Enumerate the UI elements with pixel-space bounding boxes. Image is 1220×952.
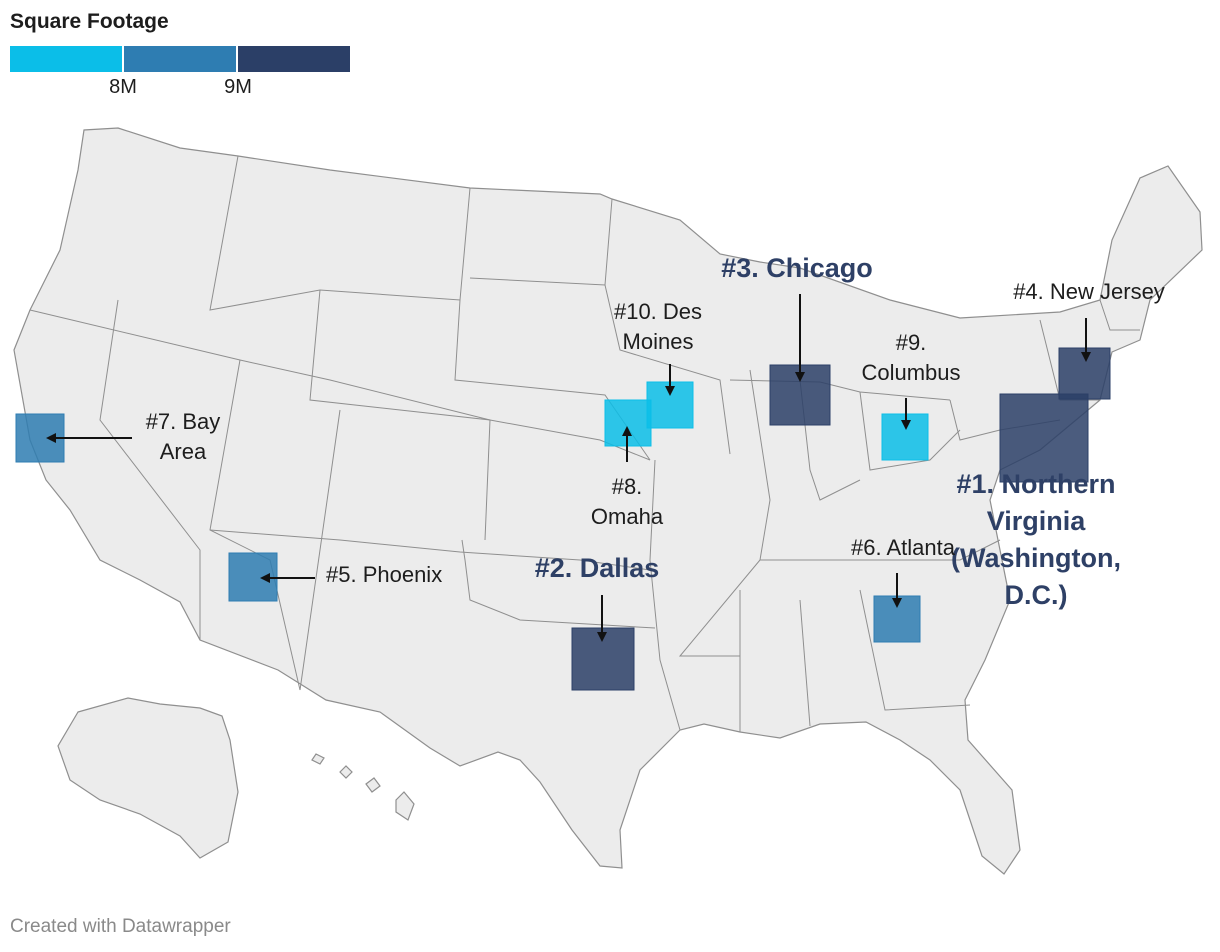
label-northern-virginia-washington-d-c: #1. Northern Virginia (Washington, D.C.) bbox=[951, 469, 1121, 610]
state-border bbox=[309, 289, 491, 541]
state-border bbox=[461, 539, 656, 629]
legend-color-scale bbox=[10, 46, 350, 72]
state-border bbox=[859, 391, 961, 471]
label-des-moines: #10. Des Moines bbox=[614, 299, 702, 354]
label-line: #10. Des bbox=[614, 299, 702, 324]
legend-swatch-high bbox=[238, 46, 350, 72]
state-border bbox=[799, 599, 811, 727]
state-border bbox=[209, 155, 471, 311]
label-chicago: #3. Chicago bbox=[721, 253, 873, 283]
state-border bbox=[99, 299, 201, 640]
label-phoenix: #5. Phoenix bbox=[326, 562, 442, 587]
label-line: Moines bbox=[623, 329, 694, 354]
contiguous-us-landmass bbox=[13, 127, 1203, 875]
label-new-jersey: #4. New Jersey bbox=[1013, 279, 1165, 304]
label-line: Area bbox=[160, 439, 207, 464]
label-columbus: #9. Columbus bbox=[861, 330, 960, 385]
label-line: (Washington, bbox=[951, 543, 1121, 573]
legend-swatch-low bbox=[10, 46, 122, 72]
legend-tick-9m: 9M bbox=[224, 76, 252, 98]
label-line: #9. bbox=[896, 330, 927, 355]
label-line: #2. Dallas bbox=[535, 553, 660, 583]
label-line: #1. Northern bbox=[956, 469, 1115, 499]
label-line: Virginia bbox=[987, 506, 1087, 536]
label-line: #8. bbox=[612, 474, 643, 499]
marker-omaha[interactable] bbox=[604, 399, 652, 447]
state-border bbox=[209, 529, 651, 571]
label-line: #4. New Jersey bbox=[1013, 279, 1165, 304]
label-bay-area: #7. Bay Area bbox=[146, 409, 221, 464]
state-border bbox=[859, 589, 971, 711]
state-border bbox=[209, 359, 301, 691]
hawaii-landmass bbox=[311, 753, 415, 821]
state-border bbox=[649, 459, 681, 731]
marker-new-jersey[interactable] bbox=[1058, 347, 1111, 400]
marker-northern-virginia-washington-d-c[interactable] bbox=[999, 393, 1089, 483]
label-omaha: #8. Omaha bbox=[591, 474, 664, 529]
attribution-footer: Created with Datawrapper bbox=[10, 916, 231, 937]
state-border bbox=[299, 409, 341, 691]
legend-swatch-mid bbox=[124, 46, 236, 72]
label-line: Omaha bbox=[591, 504, 664, 529]
alaska-landmass bbox=[57, 697, 239, 859]
label-atlanta: #6. Atlanta bbox=[851, 535, 956, 560]
legend-tick-8m: 8M bbox=[109, 76, 137, 98]
label-line: #5. Phoenix bbox=[326, 562, 442, 587]
label-line: Columbus bbox=[861, 360, 960, 385]
legend-title: Square Footage bbox=[10, 10, 169, 33]
state-border bbox=[1099, 299, 1140, 331]
label-dallas: #2. Dallas bbox=[535, 553, 660, 583]
state-border bbox=[760, 539, 1001, 561]
label-line: #6. Atlanta bbox=[851, 535, 956, 560]
label-line: #3. Chicago bbox=[721, 253, 873, 283]
label-line: D.C.) bbox=[1005, 580, 1068, 610]
label-line: #7. Bay bbox=[146, 409, 221, 434]
